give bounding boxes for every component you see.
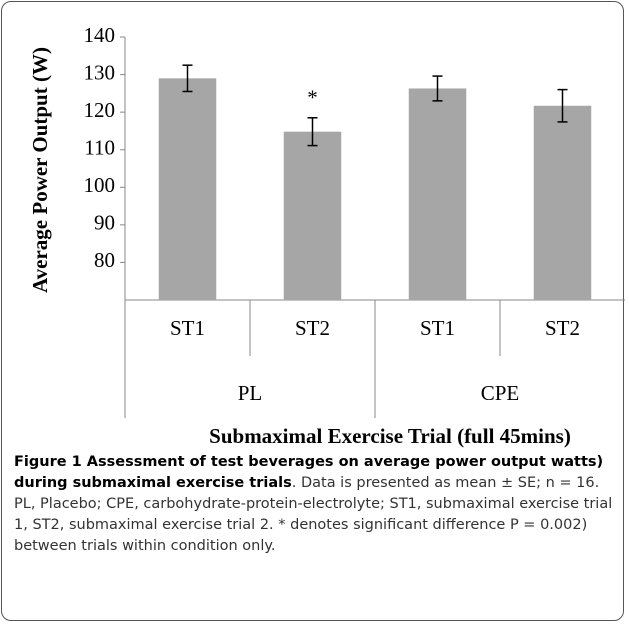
bar [408, 88, 467, 300]
y-tick-label: 140 [84, 23, 116, 47]
caption-title: Figure 1 Assessment of test beverages on… [14, 454, 604, 491]
y-tick-label: 100 [84, 173, 116, 197]
caption: Figure 1 Assessment of test beverages on… [14, 452, 614, 557]
x-tick-label: ST1 [420, 316, 455, 340]
bar [533, 105, 592, 301]
y-axis-label: Average Power Output (W) [28, 47, 52, 293]
annotation: * [307, 86, 318, 110]
group-label: CPE [481, 381, 520, 405]
group-label: PL [238, 381, 263, 405]
x-axis-label: Submaximal Exercise Trial (full 45mins) [209, 424, 571, 448]
y-tick-label: 90 [94, 211, 115, 235]
y-tick-label: 110 [84, 136, 115, 160]
y-tick-label: 120 [84, 98, 116, 122]
chart: Average Power Output (W) Submaximal Exer… [28, 23, 625, 448]
x-tick-label: ST2 [545, 316, 580, 340]
y-tick-label: 80 [94, 248, 115, 272]
x-tick-label: ST1 [170, 316, 205, 340]
y-tick-label: 130 [84, 60, 116, 84]
caption-text: . Data is presented as mean ± SE; n = 16… [14, 475, 613, 554]
bar [158, 78, 217, 300]
bar [283, 131, 342, 300]
x-tick-label: ST2 [295, 316, 330, 340]
